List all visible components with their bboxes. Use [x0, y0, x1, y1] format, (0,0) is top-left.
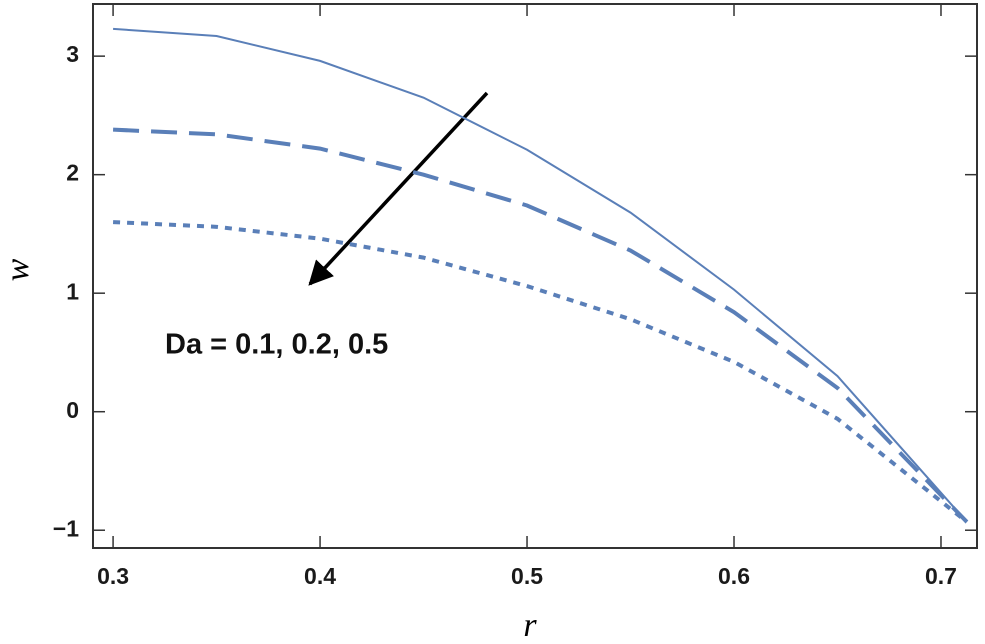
- y-tick-label: 0: [66, 397, 79, 423]
- x-tick-label: 0.5: [511, 563, 543, 589]
- y-tick-label: 1: [66, 278, 79, 304]
- y-tick-label: −1: [53, 515, 79, 541]
- x-tick-label: 0.6: [718, 563, 750, 589]
- arrow: [308, 91, 489, 286]
- y-tick-label: 3: [66, 41, 79, 67]
- x-axis-label: r: [523, 607, 537, 644]
- x-tick-label: 0.4: [304, 563, 336, 589]
- data-line: [112, 220, 969, 524]
- y-tick-label: 2: [66, 160, 79, 186]
- x-tick-label: 0.3: [97, 563, 129, 589]
- x-tick-label: 0.7: [925, 563, 957, 589]
- y-axis-label: w: [0, 258, 36, 281]
- data-line: [112, 127, 969, 524]
- plot-frame: [92, 3, 978, 549]
- annotation: Da = 0.1, 0.2, 0.5: [165, 329, 388, 361]
- data-line: [113, 27, 968, 523]
